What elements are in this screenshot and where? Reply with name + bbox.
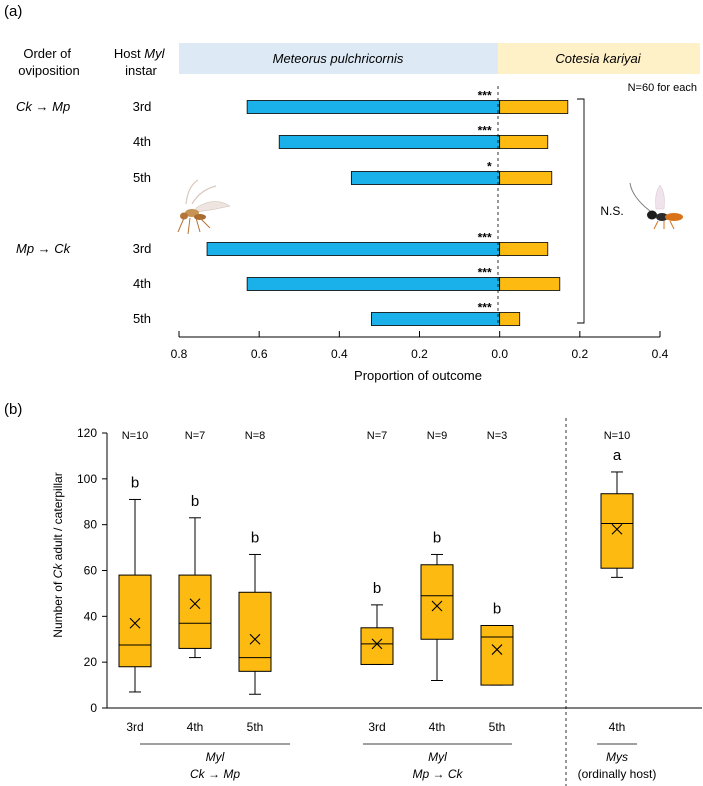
sample-size-label: N=3 bbox=[487, 430, 508, 442]
sample-size-label: N=10 bbox=[604, 430, 631, 442]
ck-bar bbox=[500, 172, 552, 185]
instar-label: 5th bbox=[133, 170, 151, 185]
x-category-label: 3rd bbox=[368, 720, 385, 734]
sample-size-label: N=10 bbox=[122, 430, 149, 442]
ns-bracket bbox=[577, 99, 584, 323]
ck-bar bbox=[500, 243, 548, 256]
mp-bar bbox=[247, 278, 500, 291]
species-left-label: Meteorus pulchricornis bbox=[273, 51, 404, 66]
significance-label: *** bbox=[478, 124, 492, 138]
significance-letter: b bbox=[433, 529, 441, 546]
x-tick-label: 0.6 bbox=[251, 347, 268, 361]
panel-b-label: (b) bbox=[4, 401, 22, 418]
box bbox=[601, 494, 633, 568]
panel-b: Number of Ck adult / caterpillar 0 20 40 60… bbox=[51, 418, 702, 786]
boxes: N=10 b 3rd N=7 b 4th N=8 b 5th N=7 b 3rd N=9 b 4th N=3 b… bbox=[119, 430, 633, 734]
significance-letter: b bbox=[131, 474, 139, 491]
instar-labels: 3rd 4th 5th 3rd 4th 5th bbox=[133, 99, 152, 326]
bars bbox=[207, 101, 568, 326]
significance-label: *** bbox=[478, 301, 492, 315]
sample-note: N=60 for each bbox=[628, 82, 697, 94]
significance-letter: a bbox=[613, 447, 622, 464]
group-labels: Myl Ck → Mp Myl Mp → Ck Mys (ordinally host) bbox=[140, 744, 656, 781]
x-category-label: 4th bbox=[429, 720, 446, 734]
meteorus-wasp-illustration bbox=[178, 180, 230, 234]
group-label-line2: (ordinally host) bbox=[578, 767, 657, 781]
group-label-line1: Myl bbox=[428, 750, 447, 764]
instar-label: 3rd bbox=[133, 241, 152, 256]
x-category-label: 4th bbox=[187, 720, 204, 734]
panel-a: Order of oviposition Host Myl instar Met… bbox=[16, 43, 700, 383]
mp-bar bbox=[279, 136, 499, 149]
y-tick-label: 100 bbox=[77, 472, 97, 486]
ck-bar bbox=[500, 136, 548, 149]
significance-label: * bbox=[487, 160, 492, 174]
mp-bar bbox=[351, 172, 499, 185]
instar-label: 4th bbox=[133, 276, 151, 291]
instar-header: Host Myl instar bbox=[114, 46, 168, 78]
box bbox=[179, 575, 211, 648]
x-axis-label: Proportion of outcome bbox=[354, 368, 482, 383]
y-tick-label: 0 bbox=[90, 701, 97, 715]
x-axis-ticks: 0.8 0.6 0.4 0.2 0.0 0.2 0.4 bbox=[171, 331, 669, 361]
significance-letter: b bbox=[373, 580, 381, 597]
instar-label: 3rd bbox=[133, 99, 152, 114]
sample-size-label: N=7 bbox=[367, 430, 388, 442]
significance-letter: b bbox=[191, 493, 199, 510]
x-tick-label: 0.8 bbox=[171, 347, 188, 361]
sample-size-label: N=8 bbox=[245, 430, 266, 442]
group-label-line1: Myl bbox=[206, 750, 225, 764]
instar-label: 5th bbox=[133, 311, 151, 326]
x-category-label: 4th bbox=[609, 720, 626, 734]
x-tick-label: 0.4 bbox=[652, 347, 669, 361]
species-right-label: Cotesia kariyai bbox=[555, 51, 641, 66]
x-category-label: 5th bbox=[247, 720, 264, 734]
order-label: Mp → Ck bbox=[16, 241, 72, 256]
order-labels: Ck → Mp Mp → Ck bbox=[16, 99, 72, 256]
x-tick-label: 0.2 bbox=[411, 347, 428, 361]
significance-letter: b bbox=[493, 601, 501, 618]
mp-bar bbox=[207, 243, 500, 256]
box bbox=[239, 592, 271, 671]
cotesia-wasp-illustration bbox=[630, 183, 683, 229]
panel-a-label: (a) bbox=[4, 3, 22, 20]
x-tick-label: 0.0 bbox=[491, 347, 508, 361]
order-label: Ck → Mp bbox=[16, 99, 70, 114]
y-axis-label: Number of Ck adult / caterpillar bbox=[51, 472, 65, 637]
sample-size-label: N=7 bbox=[185, 430, 206, 442]
y-tick-label: 120 bbox=[77, 426, 97, 440]
y-axis-ticks: 0 20 40 60 80 100 120 bbox=[77, 426, 107, 715]
box bbox=[421, 565, 453, 639]
y-tick-label: 60 bbox=[84, 564, 98, 578]
x-category-label: 3rd bbox=[126, 720, 143, 734]
sample-size-label: N=9 bbox=[427, 430, 448, 442]
instar-label: 4th bbox=[133, 134, 151, 149]
x-tick-label: 0.2 bbox=[571, 347, 588, 361]
group-label-line1: Mys bbox=[606, 750, 628, 764]
box bbox=[481, 626, 513, 686]
significance-label: *** bbox=[478, 266, 492, 280]
order-header: Order of oviposition bbox=[18, 46, 79, 78]
ck-bar bbox=[500, 313, 520, 326]
box bbox=[361, 628, 393, 665]
ns-label: N.S. bbox=[600, 204, 623, 218]
mp-bar bbox=[247, 101, 500, 114]
significance-letter: b bbox=[251, 529, 259, 546]
ck-bar bbox=[500, 278, 560, 291]
x-category-label: 5th bbox=[489, 720, 506, 734]
group-label-line2: Ck → Mp bbox=[190, 767, 240, 781]
x-tick-label: 0.4 bbox=[331, 347, 348, 361]
y-tick-label: 80 bbox=[84, 518, 98, 532]
ck-bar bbox=[500, 101, 568, 114]
significance-label: *** bbox=[478, 89, 492, 103]
y-tick-label: 20 bbox=[84, 655, 98, 669]
group-label-line2: Mp → Ck bbox=[412, 767, 463, 781]
y-tick-label: 40 bbox=[84, 609, 98, 623]
significance-label: *** bbox=[478, 231, 492, 245]
box bbox=[119, 575, 151, 667]
